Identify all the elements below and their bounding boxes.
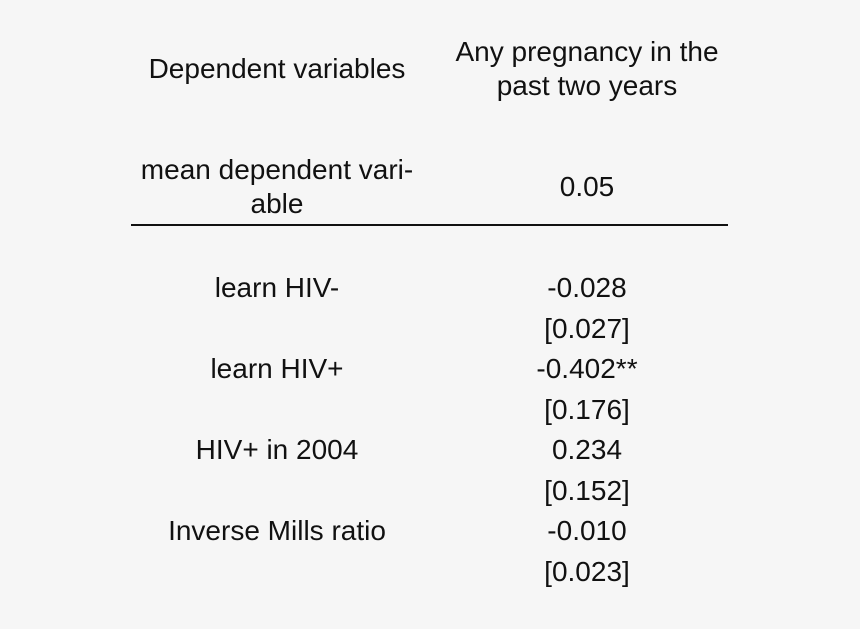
- se-learn-hiv-positive: [0.176]: [544, 394, 630, 425]
- coef-inverse-mills-ratio: -0.010: [547, 515, 627, 546]
- dependent-variables-header: Dependent variables: [148, 53, 406, 84]
- mean-dependent-label-line1: mean dependent vari-: [140, 154, 414, 185]
- coef-learn-hiv-negative: -0.028: [547, 272, 627, 303]
- table-rule: [131, 224, 728, 226]
- se-hiv-positive-2004: [0.152]: [544, 475, 630, 506]
- row-label-hiv-positive-2004: HIV+ in 2004: [195, 434, 359, 465]
- coef-learn-hiv-positive: -0.402**: [536, 353, 638, 384]
- outcome-header-line1: Any pregnancy in the: [455, 36, 719, 67]
- se-learn-hiv-negative: [0.027]: [544, 313, 630, 344]
- coef-hiv-positive-2004: 0.234: [551, 434, 623, 465]
- mean-dependent-label-line2: able: [250, 188, 304, 219]
- row-label-inverse-mills-ratio: Inverse Mills ratio: [168, 515, 386, 546]
- row-label-learn-hiv-positive: learn HIV+: [210, 353, 344, 384]
- row-label-learn-hiv-negative: learn HIV-: [214, 272, 340, 303]
- se-inverse-mills-ratio: [0.023]: [544, 556, 630, 587]
- mean-dependent-value: 0.05: [559, 171, 615, 202]
- outcome-header-line2: past two years: [496, 70, 678, 101]
